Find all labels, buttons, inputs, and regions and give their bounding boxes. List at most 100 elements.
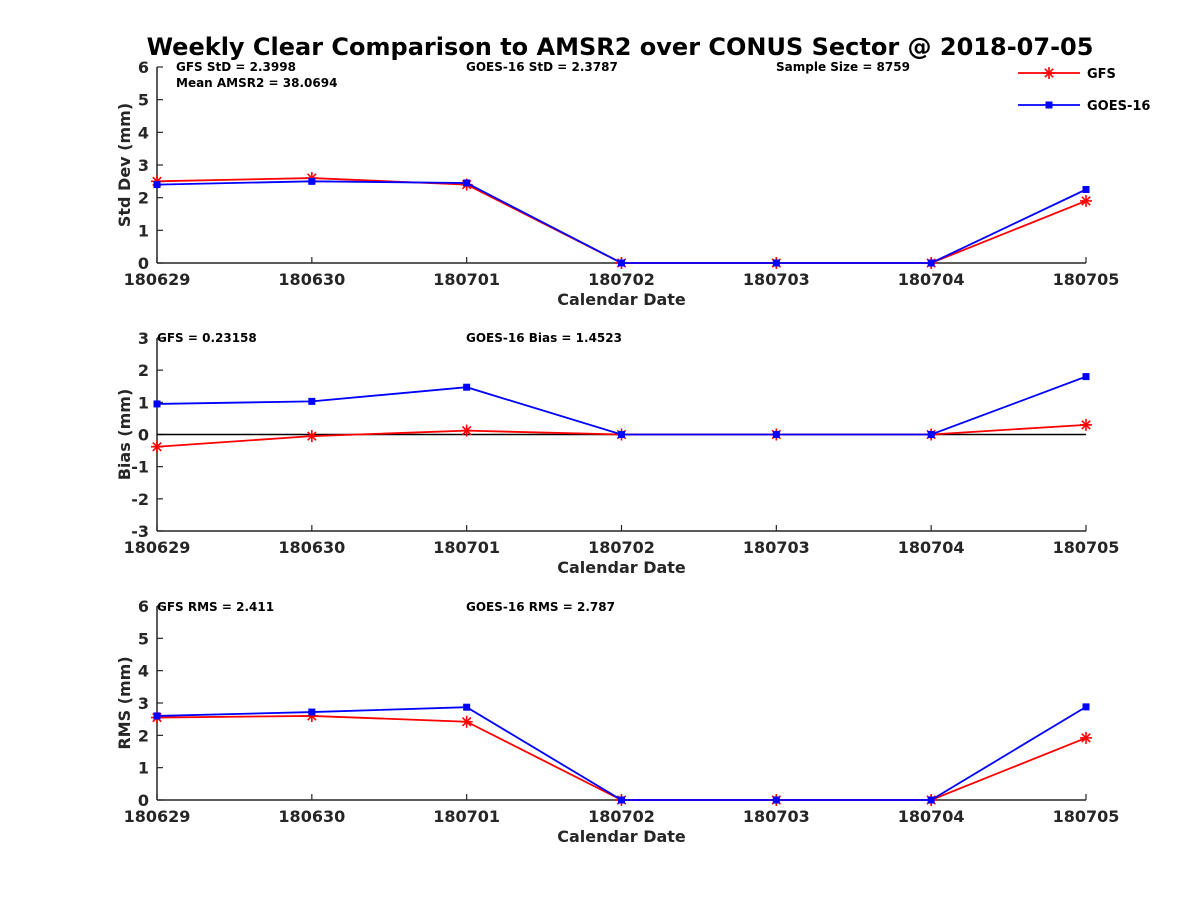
data-point	[1080, 194, 1092, 207]
y-tick-label: 0	[138, 254, 149, 273]
y-tick-label: 1	[138, 221, 149, 240]
y-tick-label: 3	[138, 329, 149, 348]
series-line	[156, 706, 1087, 801]
data-point	[463, 383, 471, 391]
series-goes-16	[153, 373, 1090, 438]
stat-annotation: GFS StD = 2.3998	[176, 60, 296, 74]
y-tick-label: 2	[138, 726, 149, 745]
series-goes-16	[153, 177, 1090, 267]
data-point	[305, 430, 318, 443]
y-tick-label: 2	[138, 189, 149, 208]
legend-label: GFS	[1087, 67, 1116, 82]
y-tick-label: 5	[138, 629, 149, 648]
x-tick-label: 180705	[1053, 270, 1120, 289]
x-tick-label: 180703	[743, 270, 810, 289]
x-tick-label: 180630	[278, 538, 345, 557]
data-point	[308, 397, 316, 405]
data-point	[772, 796, 780, 804]
series-line	[156, 375, 1087, 436]
panels: 0 1 2 3 4 5 6 180629 180630 180701 180702 180703 180…	[115, 58, 1119, 846]
stat-annotation: GOES-16 RMS = 2.787	[466, 600, 615, 614]
y-tick-label: 2	[138, 361, 149, 380]
y-axis-label: Std Dev (mm)	[115, 103, 134, 227]
data-point	[460, 424, 473, 437]
data-point	[1080, 731, 1092, 744]
data-point	[1082, 186, 1090, 193]
y-tick-label: -2	[131, 490, 149, 509]
y-tick-label: 6	[138, 58, 149, 77]
x-tick-label: 180701	[433, 270, 500, 289]
x-axis-label: Calendar Date	[557, 827, 686, 846]
legend-entry-gfs: GFS	[1018, 67, 1116, 82]
data-point	[308, 708, 316, 716]
x-tick-label: 180701	[433, 538, 500, 557]
panel-3: 0 1 2 3 4 5 6 180629 180630 180701 180702 180703 180…	[115, 597, 1119, 846]
panel-2: -3 -2 -1 0 1 2 3 180629 180630 180701 180702 180703…	[115, 329, 1119, 577]
y-tick-label: 4	[138, 662, 149, 681]
legend-label: GOES-16	[1087, 99, 1150, 114]
stat-annotation: Mean AMSR2 = 38.0694	[176, 76, 337, 90]
chart-title: Weekly Clear Comparison to AMSR2 over CO…	[147, 33, 1094, 61]
data-point	[618, 431, 625, 438]
data-point	[772, 431, 780, 438]
x-tick-label: 180702	[588, 538, 655, 557]
data-point	[927, 431, 935, 438]
x-tick-label: 180702	[588, 270, 655, 289]
stat-annotation: GFS = 0.23158	[157, 331, 257, 345]
data-point	[1082, 703, 1090, 711]
data-point	[153, 400, 161, 408]
y-tick-label: 3	[138, 694, 149, 713]
data-point	[618, 796, 625, 804]
x-tick-label: 180629	[124, 807, 191, 826]
data-point	[153, 181, 161, 189]
x-tick-label: 180629	[124, 538, 191, 557]
x-tick-label: 180703	[743, 538, 810, 557]
data-point	[927, 259, 935, 267]
data-point	[463, 179, 471, 187]
data-point	[153, 712, 161, 720]
legend-entry-goes-16: GOES-16	[1018, 99, 1150, 114]
stat-annotation: Sample Size = 8759	[776, 60, 910, 74]
y-tick-label: 0	[138, 791, 149, 810]
x-tick-label: 180704	[898, 270, 965, 289]
x-tick-label: 180703	[743, 807, 810, 826]
y-tick-label: 5	[138, 91, 149, 110]
legend-marker	[1043, 67, 1055, 79]
x-tick-label: 180702	[588, 807, 655, 826]
y-tick-label: 1	[138, 393, 149, 412]
y-tick-label: -3	[131, 522, 149, 541]
y-tick-label: -1	[131, 458, 149, 477]
data-point	[308, 177, 316, 185]
data-point	[151, 440, 163, 453]
x-tick-label: 180705	[1053, 807, 1120, 826]
y-tick-label: 0	[138, 426, 149, 445]
legend: GFS GOES-16	[1018, 67, 1150, 114]
x-tick-label: 180705	[1053, 538, 1120, 557]
y-tick-label: 6	[138, 597, 149, 616]
stat-annotation: GOES-16 StD = 2.3787	[466, 60, 618, 74]
data-point	[1080, 418, 1092, 431]
series-line	[156, 715, 1087, 801]
data-point	[927, 796, 935, 804]
data-point	[618, 259, 625, 267]
x-tick-label: 180630	[278, 807, 345, 826]
x-tick-label: 180630	[278, 270, 345, 289]
data-point	[463, 703, 471, 711]
series-line	[156, 180, 1087, 264]
data-point	[1082, 373, 1090, 381]
data-point	[460, 715, 473, 728]
y-axis-label: RMS (mm)	[115, 656, 134, 749]
x-tick-label: 180704	[898, 807, 965, 826]
x-tick-label: 180704	[898, 538, 965, 557]
series-gfs	[151, 709, 1092, 806]
data-point	[772, 259, 780, 267]
x-tick-label: 180629	[124, 270, 191, 289]
y-tick-label: 4	[138, 123, 149, 142]
x-axis-label: Calendar Date	[557, 290, 686, 309]
legend-marker	[1045, 101, 1053, 109]
y-tick-label: 1	[138, 759, 149, 778]
x-tick-label: 180701	[433, 807, 500, 826]
stat-annotation: GFS RMS = 2.411	[157, 600, 274, 614]
y-tick-label: 3	[138, 156, 149, 175]
